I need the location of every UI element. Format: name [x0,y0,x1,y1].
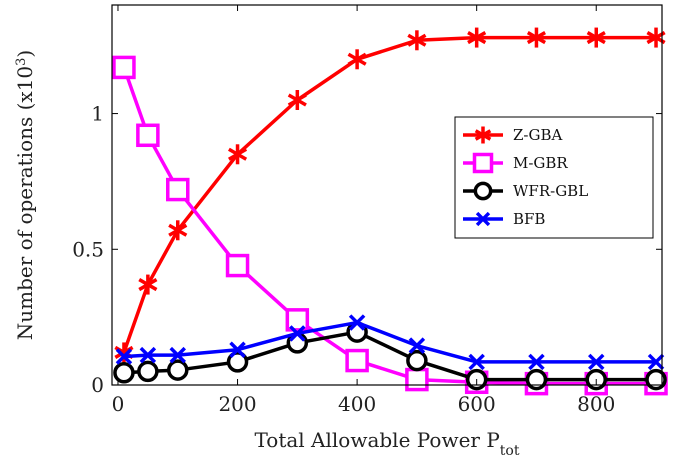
legend-item: Z-GBA [463,126,562,144]
legend-label: Z-GBA [513,126,562,144]
circle-marker [525,368,548,391]
legend: Z-GBA M-GBR WFR-GBL BFB [454,116,654,239]
circle-marker [226,351,249,373]
square-marker [405,367,429,392]
x-marker [289,325,306,342]
circle-marker [645,368,667,391]
x-marker [475,211,491,227]
series-layer [112,27,668,396]
y-tick-label: 0 [91,373,104,397]
circle-marker [113,362,135,384]
legend-label: WFR-GBL [513,182,588,200]
asterisk-marker [467,27,487,48]
square-marker [285,308,310,332]
plot-frame [111,4,663,386]
x-marker [408,337,426,354]
legend-item: WFR-GBL [463,181,588,201]
circle-marker [137,360,159,383]
x-tick-label: 800 [577,392,615,416]
series-bfb [115,314,665,371]
x-marker [169,346,186,364]
series-z-gba [114,27,666,363]
circle-marker [473,181,493,201]
x-tick-label: 200 [218,392,256,416]
x-marker [588,353,605,371]
y-axis-label: Number of operations (x103) [13,50,37,340]
square-marker [472,152,494,174]
y-tick-label: 0.5 [72,237,104,261]
asterisk-marker [138,274,158,295]
legend-label: BFB [513,210,545,228]
x-marker [647,353,665,371]
x-tick-label: 0 [112,392,125,416]
square-marker [136,123,160,148]
legend-item: M-GBR [463,152,568,174]
axis-ticks: 0 200 400 600 800 0 0.5 1 [72,5,662,416]
x-marker [468,353,485,371]
circle-marker [167,359,189,381]
asterisk-marker [586,27,606,48]
x-tick-label: 600 [458,392,496,416]
x-marker [115,348,133,365]
asterisk-marker [407,30,427,51]
asterisk-marker [526,27,546,48]
x-marker [229,341,246,358]
x-tick-label: 400 [338,392,376,416]
asterisk-marker [347,49,367,70]
x-axis-label: Total Allowable Power Ptot [255,428,520,459]
asterisk-marker [168,220,188,241]
asterisk-marker [474,126,492,144]
square-marker [112,55,136,80]
x-marker [348,314,366,331]
square-marker [345,348,369,373]
asterisk-marker [287,90,307,110]
square-marker [225,253,250,278]
series-line [123,320,657,364]
circle-marker [406,349,428,372]
x-marker [528,353,545,371]
legend-item: BFB [463,210,545,228]
square-marker [166,177,190,202]
x-marker [139,346,157,364]
legend-label: M-GBR [513,154,568,172]
series-wfr-gbl [113,321,667,391]
y-tick-label: 1 [91,102,104,126]
asterisk-marker [228,144,248,165]
